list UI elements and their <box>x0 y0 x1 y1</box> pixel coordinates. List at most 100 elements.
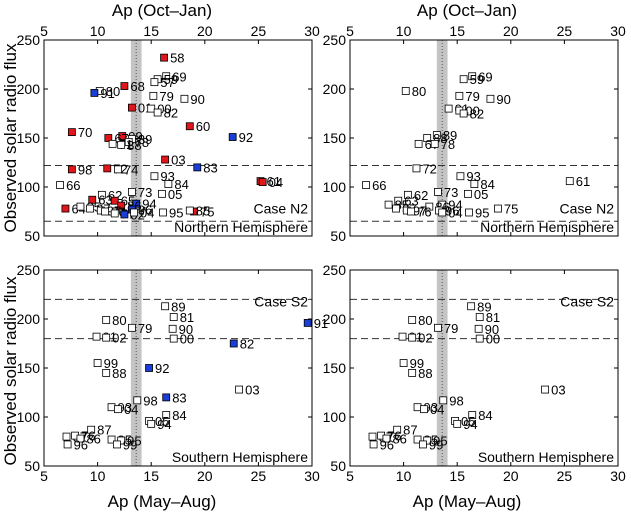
data-point <box>164 180 173 188</box>
y-tick-label: 150 <box>323 360 347 376</box>
y-tick-label: 250 <box>17 262 41 278</box>
data-point-label: 96 <box>138 203 152 218</box>
data-point <box>104 134 113 142</box>
data-point-label: 80 <box>112 313 126 328</box>
data-point <box>369 440 378 449</box>
data-point-label: 05 <box>461 414 475 429</box>
data-point <box>114 165 122 174</box>
x-tick-label: 10 <box>90 468 106 484</box>
y-axis-label-bottom: Observed solar radio flux <box>1 276 20 465</box>
data-point-label: 99 <box>104 356 118 371</box>
data-point <box>120 210 129 219</box>
x-tick-label: 25 <box>557 23 573 39</box>
data-point-label: 79 <box>444 321 458 336</box>
y-tick-label: 200 <box>323 311 347 327</box>
case-label: Case S2 <box>254 293 308 309</box>
x-tick-label: 10 <box>396 23 412 39</box>
data-point <box>403 190 412 199</box>
data-point-label: 80 <box>106 84 120 99</box>
data-point <box>169 334 178 343</box>
data-point <box>368 432 377 441</box>
data-point-label: 03 <box>245 383 259 398</box>
data-point <box>362 181 370 189</box>
data-point-label: 00 <box>180 332 194 347</box>
y-tick-label: 50 <box>330 458 346 474</box>
x-tick-label: 20 <box>503 23 519 39</box>
data-point <box>76 434 85 443</box>
data-point <box>408 316 417 324</box>
data-point-label: 89 <box>477 299 491 314</box>
data-point-label: 97 <box>413 204 427 219</box>
data-point <box>258 178 267 187</box>
data-point <box>453 419 462 428</box>
y-tick-label: 250 <box>323 32 347 48</box>
data-point-label: 60 <box>196 119 210 134</box>
data-point-label: 05 <box>168 187 182 202</box>
data-point-label: 83 <box>203 160 217 175</box>
hemisphere-label: Northern Hemisphere <box>480 219 614 235</box>
y-tick-label: 200 <box>323 81 347 97</box>
hemisphere-label: Southern Hemisphere <box>478 449 614 465</box>
data-point <box>193 163 202 172</box>
data-point <box>118 132 127 140</box>
data-point <box>63 440 72 449</box>
y-tick-label: 100 <box>323 409 347 425</box>
y-tick-label: 100 <box>17 179 41 195</box>
data-point-label: 73 <box>444 185 458 200</box>
data-point <box>124 138 133 146</box>
data-point <box>117 140 126 149</box>
data-point <box>153 108 162 117</box>
data-point-label: 88 <box>127 138 141 153</box>
data-point-label: 68 <box>130 79 144 94</box>
data-point <box>90 89 99 97</box>
data-point <box>87 425 96 434</box>
data-point <box>468 72 477 81</box>
data-point-label: 81 <box>486 310 500 325</box>
data-point-label: 58 <box>170 51 184 66</box>
data-point <box>161 155 170 164</box>
data-point-label: 88 <box>112 366 126 381</box>
hemisphere-label: Southern Hemisphere <box>172 449 308 465</box>
y-tick-label: 100 <box>17 409 41 425</box>
data-point <box>382 434 391 443</box>
data-point-label: 99 <box>123 437 137 452</box>
data-point <box>117 436 126 445</box>
data-point <box>162 393 171 402</box>
bottom-axis-label-right: Ap (May–Aug) <box>413 492 522 511</box>
data-point <box>158 189 166 198</box>
data-point-label: 00 <box>465 104 479 119</box>
data-point <box>102 368 111 377</box>
data-point <box>159 208 167 217</box>
data-point-label: 80 <box>412 84 426 99</box>
data-point <box>102 316 111 324</box>
data-point <box>168 324 177 333</box>
x-tick-label: 5 <box>346 23 354 39</box>
data-point-label: 84 <box>172 408 186 423</box>
data-point <box>401 87 410 95</box>
data-point-label: 81 <box>180 310 194 325</box>
y-tick-label: 50 <box>24 228 40 244</box>
data-point <box>565 177 574 186</box>
data-point <box>420 405 428 414</box>
y-tick-label: 250 <box>17 32 41 48</box>
data-point-label: 90 <box>496 92 510 107</box>
data-point <box>145 364 153 372</box>
data-point <box>97 190 106 199</box>
data-point-label: 85 <box>196 204 210 219</box>
data-point-label: 79 <box>159 89 173 104</box>
x-tick-label: 30 <box>610 468 626 484</box>
data-point-label: 04 <box>124 402 138 417</box>
data-point <box>394 196 403 205</box>
data-point-label: 59 <box>470 72 484 87</box>
data-point-label: 03 <box>171 153 185 168</box>
data-point-label: 79 <box>465 89 479 104</box>
data-point <box>408 368 417 377</box>
data-point <box>133 396 142 405</box>
data-point-label: 66 <box>66 178 80 193</box>
data-point <box>112 440 121 449</box>
y-tick-label: 200 <box>17 311 41 327</box>
data-point-label: 62 <box>414 188 428 203</box>
y-tick-label: 150 <box>323 130 347 146</box>
data-point <box>459 75 468 84</box>
